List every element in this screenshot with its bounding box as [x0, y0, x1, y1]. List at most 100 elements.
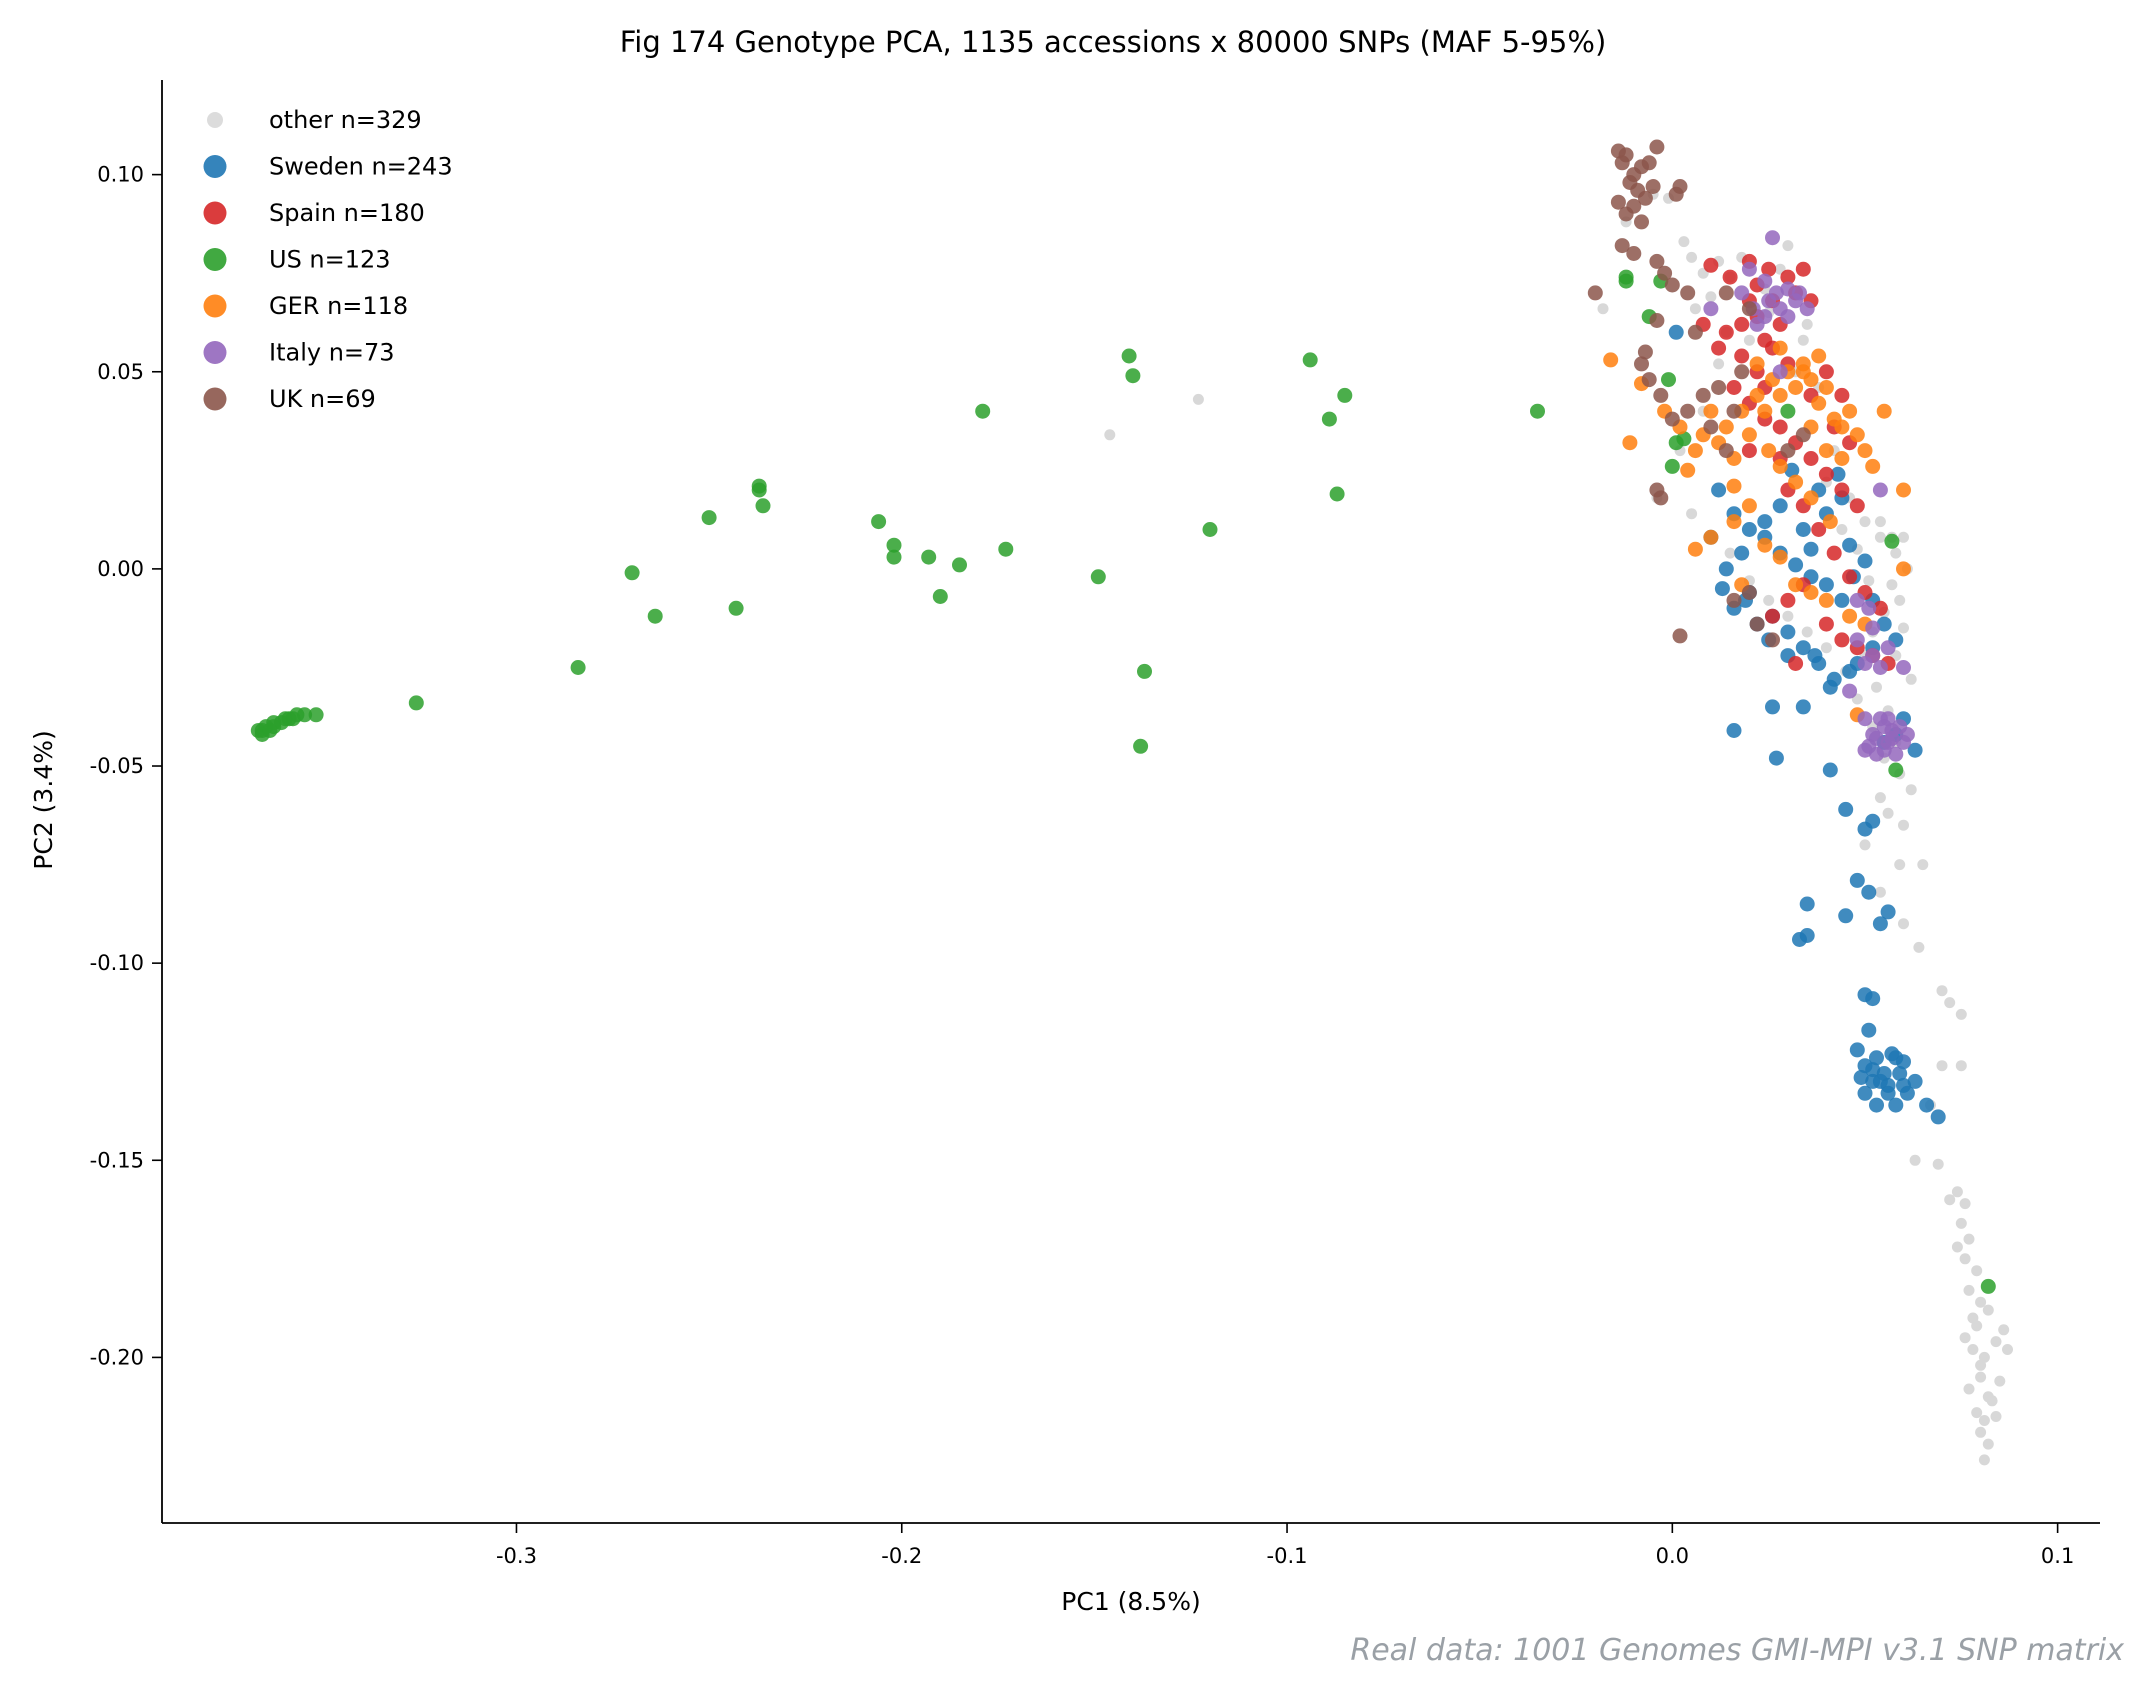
data-point [1795, 427, 1811, 443]
data-point [1676, 431, 1692, 447]
data-point [1104, 429, 1116, 441]
data-point [1687, 541, 1703, 557]
data-point [1703, 403, 1719, 419]
legend-marker [203, 387, 227, 411]
data-point [1734, 316, 1750, 332]
data-point [1803, 490, 1819, 506]
data-point [1818, 616, 1834, 632]
data-point [1741, 301, 1757, 317]
data-point [1610, 194, 1626, 210]
data-point [1668, 186, 1684, 202]
data-point [1998, 1324, 2010, 1336]
data-point [1784, 462, 1800, 478]
legend-label: Spain n=180 [269, 199, 425, 227]
data-point [751, 478, 767, 494]
data-point [1726, 403, 1742, 419]
data-point [1894, 859, 1906, 871]
data-point [1834, 387, 1850, 403]
data-point [871, 514, 887, 530]
data-point [1890, 547, 1902, 559]
data-point [1672, 628, 1688, 644]
data-point [1978, 1415, 1990, 1426]
data-point [1859, 516, 1871, 528]
data-point [1874, 531, 1886, 543]
data-point [1718, 443, 1734, 459]
data-point [1757, 514, 1773, 530]
data-point [1799, 896, 1815, 912]
data-point [1857, 1085, 1873, 1101]
data-point [1975, 1296, 1987, 1308]
data-point [1955, 1008, 1967, 1020]
data-point [1849, 872, 1865, 888]
data-point [1649, 313, 1665, 328]
data-point [1963, 1383, 1975, 1395]
data-point [1853, 1070, 1869, 1085]
data-point [1768, 750, 1784, 766]
data-point [1780, 592, 1796, 608]
series-5 [1703, 230, 1915, 762]
data-point [1782, 610, 1794, 622]
data-point [1857, 553, 1873, 569]
data-point [1597, 303, 1609, 315]
data-point [1722, 269, 1738, 285]
data-point [1329, 486, 1345, 502]
data-point [1990, 1411, 2002, 1422]
data-point [1772, 387, 1788, 403]
data-point [1811, 348, 1827, 364]
data-point [1718, 419, 1734, 435]
data-point [1857, 711, 1873, 727]
data-point [1959, 1332, 1971, 1344]
data-point [1876, 403, 1892, 419]
data-point [1678, 236, 1690, 248]
data-point [1898, 622, 1909, 634]
data-point [262, 723, 278, 738]
data-point [1936, 1060, 1948, 1072]
data-point [1780, 403, 1796, 419]
points-layer [250, 139, 2013, 1466]
data-point [1703, 301, 1719, 317]
data-point [1896, 1077, 1911, 1093]
y-tick-label: -0.20 [90, 1345, 144, 1369]
data-point [886, 549, 902, 565]
data-point [1907, 1073, 1923, 1089]
data-point [1734, 285, 1750, 301]
data-point [624, 565, 640, 581]
data-point [1834, 419, 1850, 435]
legend-label: US n=123 [269, 246, 391, 274]
data-point [1888, 762, 1904, 778]
data-point [1842, 537, 1858, 553]
data-point [1757, 273, 1773, 289]
x-tick-label: -0.1 [1267, 1544, 1308, 1568]
data-point [1765, 632, 1780, 648]
data-point [1726, 478, 1742, 494]
data-point [1803, 541, 1819, 557]
data-point [1865, 620, 1881, 636]
legend: other n=329 Sweden n=243 Spain n=180 US n=1… [203, 106, 453, 413]
data-point [1780, 281, 1796, 297]
data-point [1872, 482, 1888, 498]
data-point [1718, 285, 1734, 301]
data-point [1975, 1371, 1987, 1383]
data-point [1780, 624, 1796, 640]
data-point [1872, 600, 1888, 616]
data-point [408, 695, 424, 711]
y-tick-label: 0.05 [97, 360, 144, 384]
data-point [1801, 626, 1813, 638]
data-point [1874, 886, 1886, 898]
axes [161, 80, 2100, 1524]
data-point [1780, 443, 1796, 459]
data-point [1907, 742, 1923, 758]
data-point [1765, 608, 1780, 624]
data-point [1695, 387, 1711, 403]
data-point [1905, 784, 1917, 796]
data-point [1865, 813, 1881, 829]
data-point [1711, 482, 1727, 498]
data-point [1955, 1060, 1967, 1072]
data-point [1788, 577, 1804, 593]
data-point [1741, 427, 1757, 443]
data-point [1664, 411, 1680, 427]
data-point [285, 711, 301, 727]
legend-marker [203, 294, 227, 318]
data-point [1896, 561, 1911, 577]
